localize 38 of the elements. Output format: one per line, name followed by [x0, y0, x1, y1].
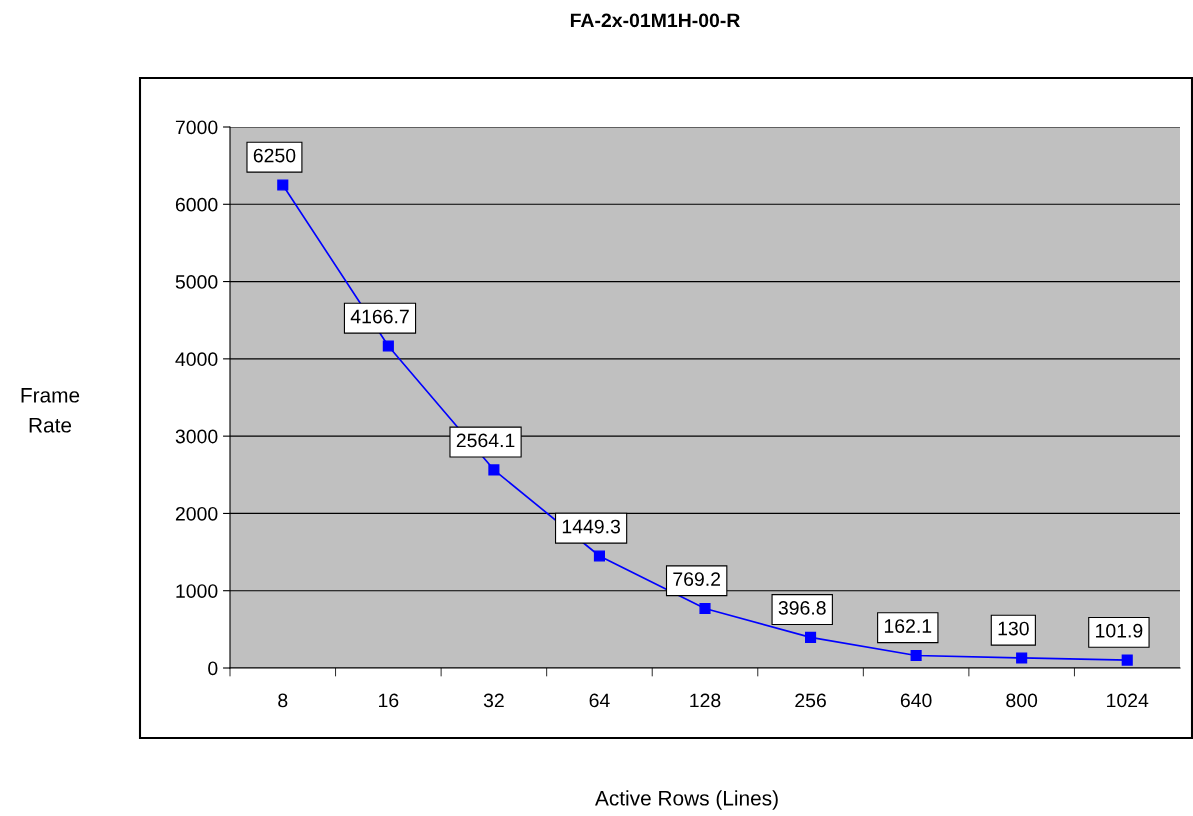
y-tick-label: 0	[208, 661, 218, 676]
data-label: 6250	[253, 148, 296, 163]
data-label: 396.8	[778, 601, 826, 615]
x-axis-title: Active Rows (Lines)	[595, 790, 778, 810]
point	[277, 179, 289, 191]
point	[910, 649, 922, 662]
x-tick-label: 256	[795, 693, 826, 708]
x-tick-label: 32	[483, 693, 504, 708]
data-label: 162.1	[884, 619, 932, 633]
y-tick-label: 4000	[175, 352, 218, 367]
point	[593, 550, 606, 562]
data-label: 4166.7	[350, 309, 409, 324]
y-tick-label: 7000	[175, 120, 218, 135]
x-tick-label: 1024	[1107, 693, 1149, 708]
point	[1121, 654, 1133, 666]
point	[699, 602, 711, 615]
data-label: 2564.1	[456, 433, 515, 448]
y-tick-label: 2000	[175, 506, 218, 521]
point	[488, 464, 500, 476]
x-tick-label: 64	[589, 693, 610, 708]
x-tick-label: 800	[1006, 693, 1038, 708]
data-label: 1449.3	[562, 519, 620, 534]
data-label: 769.2	[673, 572, 721, 586]
x-tick-label: 16	[379, 693, 399, 708]
y-tick-label: 6000	[175, 197, 218, 212]
point	[1016, 652, 1028, 664]
data-label: 101.9	[1096, 623, 1143, 638]
x-tick-label: 8	[278, 693, 288, 708]
point	[804, 631, 817, 643]
y-axis-title: Frame Rate	[21, 388, 80, 433]
point	[382, 340, 394, 352]
x-tick-label: 128	[690, 693, 721, 708]
y-tick-label: 3000	[175, 429, 218, 444]
data-label: 130	[998, 621, 1029, 636]
y-tick-label: 5000	[175, 275, 218, 289]
x-tick-label: 640	[900, 693, 932, 708]
y-tick-label: 1000	[176, 584, 218, 598]
chart-title: FA-2x-01M1H-00-R	[570, 13, 740, 28]
